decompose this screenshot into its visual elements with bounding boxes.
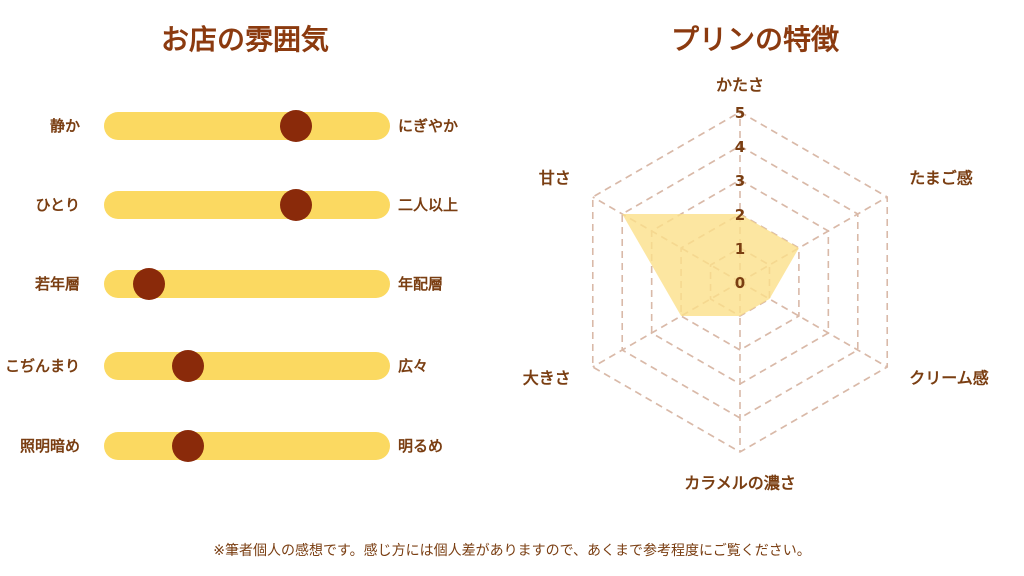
scale-right-label: 広々 [398, 357, 429, 375]
scale-left-label: 若年層 [34, 275, 80, 293]
scale-right-label: 明るめ [398, 437, 444, 455]
scale-knob [132, 268, 165, 300]
radar-axis-label: クリーム感 [909, 369, 989, 388]
scale-row-dim-bright: 照明暗め 明るめ [0, 430, 500, 462]
atmosphere-title: お店の雰囲気 [160, 23, 329, 56]
scale-knob [280, 110, 313, 142]
radar-axis-label: 甘さ [539, 169, 571, 188]
scale-row-cozy-spacious: こぢんまり 広々 [0, 350, 500, 382]
scale-knob [171, 350, 204, 382]
scale-row-young-older: 若年層 年配層 [0, 268, 500, 300]
radar-scale-label: 1 [735, 240, 745, 258]
scale-row-solo-group: ひとり 二人以上 [0, 189, 500, 221]
scale-right-label: 年配層 [398, 275, 444, 293]
scale-left-label: 静か [49, 117, 80, 135]
scale-row-quiet-lively: 静か にぎやか [0, 110, 500, 142]
radar-scale-label: 5 [735, 104, 745, 122]
pudding-features-title: プリンの特徴 [670, 23, 839, 56]
radar-scale-label: 3 [735, 172, 745, 190]
scale-knob [171, 430, 204, 462]
scale-track [104, 430, 390, 462]
scale-track [104, 350, 390, 382]
radar-scale-label: 0 [735, 274, 745, 292]
scale-right-label: にぎやか [398, 117, 459, 135]
radar-scale-label: 4 [735, 138, 745, 156]
radar-scale-label: 2 [735, 206, 745, 224]
radar-axis-label: かたさ [716, 76, 764, 95]
scale-left-label: ひとり [35, 196, 80, 214]
radar-axis-label: たまご感 [909, 169, 973, 188]
scale-right-label: 二人以上 [398, 196, 459, 214]
scale-track [104, 268, 390, 300]
radar-axis-label: カラメルの濃さ [684, 474, 796, 493]
scale-track [104, 110, 390, 142]
scale-track [104, 189, 390, 221]
footnote: ※筆者個人の感想です。感じ方には個人差がありますので、あくまで参考程度にご覧くだ… [213, 543, 811, 559]
scale-knob [280, 189, 313, 221]
scale-left-label: 照明暗め [19, 437, 80, 455]
scale-left-label: こぢんまり [4, 357, 80, 375]
radar-axis-label: 大きさ [523, 369, 571, 388]
radar-data-area [622, 214, 799, 316]
